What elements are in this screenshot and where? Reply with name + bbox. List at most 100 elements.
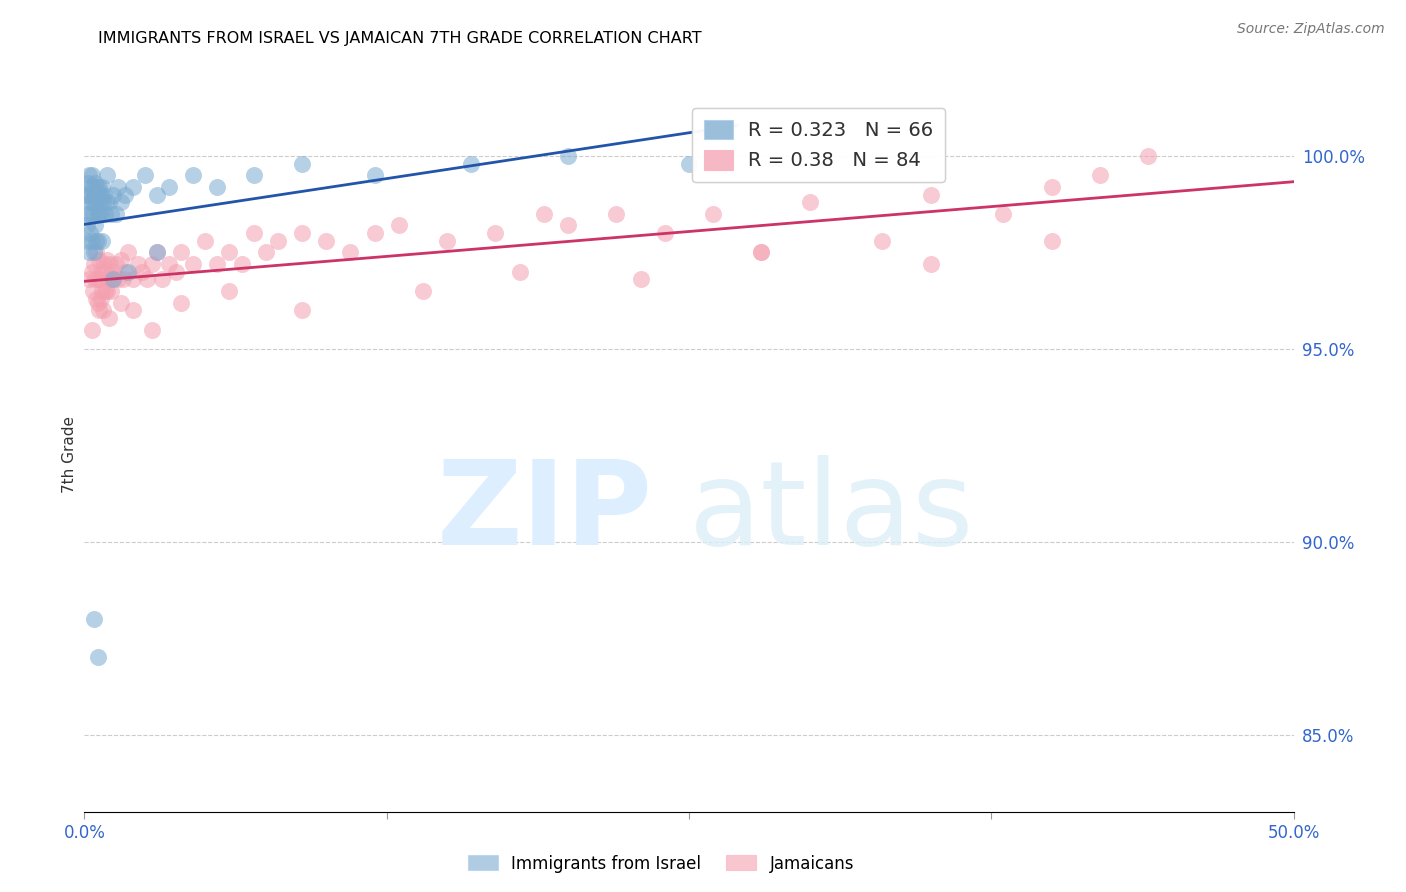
Point [79,226,101,240]
Point [100,207,122,221]
Point [291,157,314,171]
Point [131,265,153,279]
Point [93,257,115,271]
Point [90,187,112,202]
Point [90,234,112,248]
Point [86,245,108,260]
Point [96,253,118,268]
Text: ZIP: ZIP [437,455,652,569]
Point [82,168,104,182]
Point [509,265,531,279]
Point [339,245,361,260]
Point [114,187,136,202]
Point [86,187,108,202]
Point [91,284,114,298]
Point [1137,149,1160,163]
Point [242,168,264,182]
Point [75,207,97,221]
Point [993,207,1015,221]
Point [103,187,125,202]
Point [94,207,117,221]
Point [460,157,482,171]
Point [94,195,117,210]
Point [87,253,110,268]
Point [267,234,290,248]
Point [104,257,127,271]
Point [86,179,108,194]
Point [218,245,240,260]
Point [94,265,117,279]
Point [194,234,217,248]
Point [117,245,139,260]
Point [121,179,143,194]
Point [93,187,115,202]
Point [77,176,100,190]
Point [91,303,114,318]
Point [150,272,173,286]
Point [76,187,98,202]
Point [165,265,187,279]
Point [751,245,773,260]
Point [80,187,103,202]
Point [77,272,100,286]
Point [533,207,555,221]
Point [412,284,434,298]
Point [146,187,169,202]
Point [80,234,103,248]
Point [87,207,110,221]
Point [86,207,108,221]
Point [103,272,125,286]
Point [89,179,111,194]
Point [920,257,942,271]
Point [436,234,458,248]
Point [96,168,118,182]
Point [100,284,122,298]
Point [315,234,337,248]
Point [112,272,135,286]
Point [557,219,579,233]
Point [84,187,107,202]
Point [1040,179,1063,194]
Point [87,295,110,310]
Point [90,207,112,221]
Point [79,179,101,194]
Point [146,245,169,260]
Point [678,157,700,171]
Point [104,207,127,221]
Point [83,176,105,190]
Point [83,257,105,271]
Point [84,272,107,286]
Point [98,257,121,271]
Point [207,257,229,271]
Point [86,650,108,665]
Point [242,226,264,240]
Point [91,195,114,210]
Text: Source: ZipAtlas.com: Source: ZipAtlas.com [1237,22,1385,37]
Point [1040,234,1063,248]
Text: atlas: atlas [689,455,974,569]
Point [90,265,112,279]
Y-axis label: 7th Grade: 7th Grade [62,417,77,493]
Point [218,284,240,298]
Point [702,207,724,221]
Point [388,219,411,233]
Point [86,234,108,248]
Point [872,234,894,248]
Legend: Immigrants from Israel, Jamaicans: Immigrants from Israel, Jamaicans [461,848,860,880]
Point [79,207,101,221]
Point [82,284,104,298]
Point [654,226,676,240]
Point [103,272,125,286]
Point [86,234,108,248]
Point [291,303,314,318]
Point [110,253,132,268]
Point [80,195,103,210]
Point [1088,168,1111,182]
Point [96,284,118,298]
Point [84,195,107,210]
Point [141,322,163,336]
Point [136,272,159,286]
Point [110,195,132,210]
Point [630,272,652,286]
Text: IMMIGRANTS FROM ISRAEL VS JAMAICAN 7TH GRADE CORRELATION CHART: IMMIGRANTS FROM ISRAEL VS JAMAICAN 7TH G… [98,31,702,46]
